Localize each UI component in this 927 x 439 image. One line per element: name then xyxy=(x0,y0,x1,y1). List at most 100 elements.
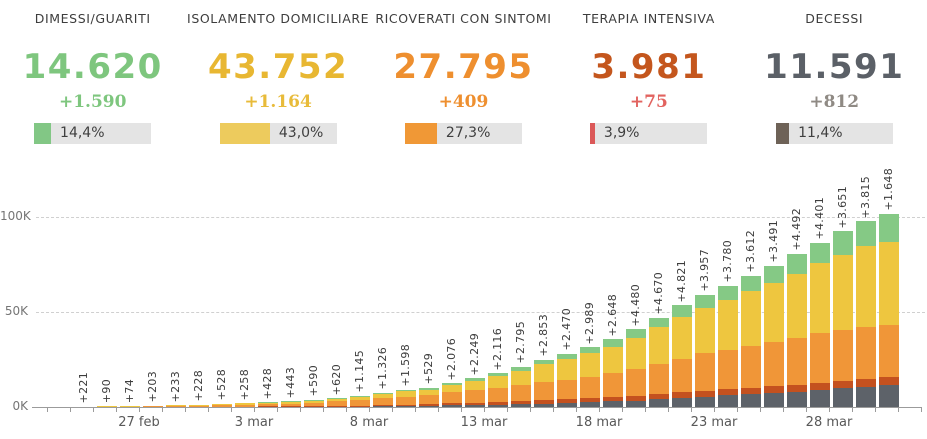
bar-delta-label: +3.957 xyxy=(698,249,711,292)
chart-bar-7-mar[interactable] xyxy=(350,395,370,407)
chart-bar-1-mar[interactable] xyxy=(212,403,232,407)
chart-bar-2-mar[interactable] xyxy=(235,403,255,407)
segment-ricoverati-con-sintomi xyxy=(649,364,669,395)
bar-delta-label: +2.470 xyxy=(560,308,573,351)
segment-ricoverati-con-sintomi xyxy=(396,396,416,405)
chart-bar-4-mar[interactable] xyxy=(281,401,301,407)
chart-bar-16-mar[interactable] xyxy=(557,353,577,407)
chart-bar-12-mar[interactable] xyxy=(465,378,485,407)
bar-delta-label: +443 xyxy=(284,366,297,399)
chart-bar-24-feb[interactable] xyxy=(74,406,94,407)
x-axis-tick xyxy=(783,408,784,412)
chart-bar-17-mar[interactable] xyxy=(580,347,600,407)
chart-bar-9-mar[interactable] xyxy=(396,389,416,407)
stat-card-delta: +1.164 xyxy=(244,92,312,112)
chart-bar-21-mar[interactable] xyxy=(672,305,692,407)
segment-terapia-intensiva xyxy=(649,394,669,400)
summary-cards: DIMESSI/GUARITI 14.620 +1.590 14,4% ISOL… xyxy=(0,0,927,158)
chart-bar-5-mar[interactable] xyxy=(304,399,324,407)
segment-terapia-intensiva xyxy=(442,403,462,406)
segment-decessi xyxy=(511,404,531,407)
chart-bar-27-mar[interactable] xyxy=(810,242,830,407)
x-axis-tick xyxy=(231,408,232,412)
stat-percent-track: 14,4% xyxy=(34,123,152,144)
segment-isolamento-domiciliare xyxy=(166,405,186,407)
chart-bar-10-mar[interactable] xyxy=(419,387,439,407)
chart-bar-15-mar[interactable] xyxy=(534,360,554,407)
bar-delta-label: +4.670 xyxy=(652,272,665,315)
segment-isolamento-domiciliare xyxy=(741,291,761,346)
x-axis-tick xyxy=(323,408,324,412)
segment-ricoverati-con-sintomi xyxy=(534,382,554,401)
x-axis-tick xyxy=(461,408,462,412)
segment-ricoverati-con-sintomi xyxy=(189,406,209,407)
chart-bar-20-mar[interactable] xyxy=(649,317,669,407)
segment-terapia-intensiva xyxy=(741,387,761,395)
x-axis-tick xyxy=(70,408,71,412)
segment-ricoverati-con-sintomi xyxy=(373,398,393,406)
segment-dimessi-guariti xyxy=(373,393,393,395)
x-axis-tick xyxy=(668,408,669,412)
segment-dimessi-guariti xyxy=(419,387,439,390)
x-axis-tick xyxy=(829,408,830,412)
stat-percent-track: 27,3% xyxy=(404,123,522,144)
stat-card: RICOVERATI CON SINTOMI 27.795 +409 27,3% xyxy=(371,0,556,158)
x-axis-tick xyxy=(484,408,485,412)
chart-bar-26-feb[interactable] xyxy=(120,406,140,407)
stat-card-value: 43.752 xyxy=(207,47,349,87)
chart-bar-28-feb[interactable] xyxy=(166,405,186,407)
chart-bar-24-mar[interactable] xyxy=(741,275,761,407)
chart-bar-25-mar[interactable] xyxy=(764,265,784,407)
chart-bar-22-mar[interactable] xyxy=(695,294,715,407)
segment-terapia-intensiva xyxy=(557,399,577,403)
stat-card: DECESSI 11.591 +812 11,4% xyxy=(742,0,927,158)
chart-bar-30-mar[interactable] xyxy=(879,213,899,407)
segment-decessi xyxy=(741,394,761,407)
segment-decessi xyxy=(442,405,462,407)
x-axis-tick xyxy=(875,408,876,412)
chart-bar-28-mar[interactable] xyxy=(833,231,853,407)
segment-ricoverati-con-sintomi xyxy=(856,327,876,380)
segment-terapia-intensiva xyxy=(465,402,485,406)
segment-isolamento-domiciliare xyxy=(212,403,232,406)
bar-delta-label: +3.780 xyxy=(721,240,734,283)
stat-card-value: 11.591 xyxy=(764,47,905,87)
segment-dimessi-guariti xyxy=(557,353,577,360)
chart-bar-29-feb[interactable] xyxy=(189,404,209,407)
segment-terapia-intensiva xyxy=(603,397,623,402)
chart-bar-23-mar[interactable] xyxy=(718,285,738,407)
segment-dimessi-guariti xyxy=(281,401,301,402)
bar-delta-label: +620 xyxy=(330,363,343,396)
chart-bar-8-mar[interactable] xyxy=(373,393,393,407)
chart-bar-6-mar[interactable] xyxy=(327,398,347,407)
segment-dimessi-guariti xyxy=(764,265,784,284)
chart-bar-26-mar[interactable] xyxy=(787,254,807,407)
chart-bar-18-mar[interactable] xyxy=(603,339,623,407)
segment-isolamento-domiciliare xyxy=(649,327,669,365)
segment-isolamento-domiciliare xyxy=(764,283,784,343)
segment-ricoverati-con-sintomi xyxy=(465,390,485,403)
stat-card-delta: +812 xyxy=(809,92,860,112)
bar-delta-label: +3.815 xyxy=(859,175,872,219)
segment-terapia-intensiva xyxy=(281,406,301,407)
chart-bar-14-mar[interactable] xyxy=(511,366,531,407)
chart-bar-27-feb[interactable] xyxy=(143,405,163,407)
segment-terapia-intensiva xyxy=(580,398,600,403)
segment-terapia-intensiva xyxy=(327,405,347,407)
x-axis-tick xyxy=(438,408,439,412)
segment-dimessi-guariti xyxy=(511,366,531,371)
chart-bar-11-mar[interactable] xyxy=(442,383,462,407)
bar-delta-label: +1.145 xyxy=(353,350,366,393)
segment-isolamento-domiciliare xyxy=(672,316,692,359)
segment-isolamento-domiciliare xyxy=(373,394,393,399)
chart-bar-19-mar[interactable] xyxy=(626,329,646,407)
segment-isolamento-domiciliare xyxy=(856,246,876,328)
segment-ricoverati-con-sintomi xyxy=(672,358,692,393)
chart-bar-3-mar[interactable] xyxy=(258,402,278,407)
stat-card-title: DIMESSI/GUARITI xyxy=(34,11,151,26)
x-axis-tick xyxy=(921,408,922,412)
stat-card: ISOLAMENTO DOMICILIARE 43.752 +1.164 43,… xyxy=(185,0,370,158)
chart-bar-29-mar[interactable] xyxy=(856,221,876,407)
chart-bar-13-mar[interactable] xyxy=(488,373,508,407)
chart-bar-25-feb[interactable] xyxy=(97,406,117,407)
